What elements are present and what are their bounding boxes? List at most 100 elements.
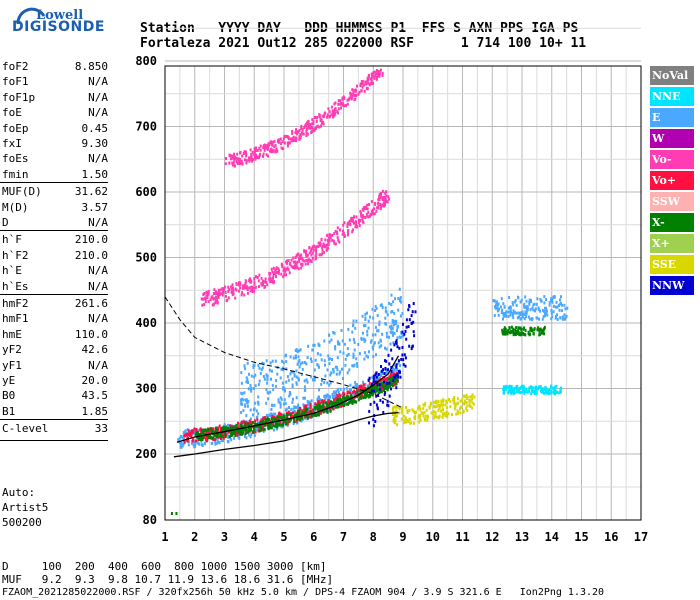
- echo-point: [516, 388, 518, 392]
- echo-point: [341, 393, 343, 397]
- echo-point: [259, 144, 262, 148]
- echo-point: [366, 311, 368, 315]
- echo-point: [252, 363, 255, 367]
- echo-point: [368, 393, 371, 397]
- echo-point: [348, 391, 351, 395]
- echo-point: [211, 295, 214, 299]
- echo-point: [550, 297, 553, 301]
- echo-point: [308, 126, 311, 130]
- echo-point: [560, 309, 563, 313]
- echo-point: [288, 394, 291, 398]
- echo-point: [401, 353, 404, 357]
- echo-point: [267, 397, 270, 401]
- echo-point: [327, 236, 330, 240]
- echo-point: [286, 259, 289, 263]
- echo-point: [504, 385, 507, 389]
- echo-point: [545, 298, 547, 301]
- echo-point: [343, 387, 345, 391]
- echo-point: [243, 150, 246, 154]
- echo-point: [392, 333, 394, 337]
- echo-point: [432, 400, 435, 404]
- echo-point: [347, 395, 350, 399]
- echo-point: [180, 445, 183, 449]
- echo-point: [231, 161, 234, 165]
- echo-point: [221, 287, 224, 291]
- echo-point: [339, 102, 342, 106]
- echo-point: [234, 296, 237, 300]
- echo-point: [185, 432, 188, 436]
- echo-point: [521, 332, 524, 335]
- echo-point: [394, 373, 397, 377]
- echo-point: [330, 113, 333, 117]
- echo-point: [354, 97, 357, 101]
- echo-point: [283, 135, 286, 139]
- echo-point: [518, 315, 520, 319]
- echo-point: [286, 266, 289, 270]
- echo-point: [253, 277, 256, 280]
- echo-point: [334, 101, 337, 105]
- echo-point: [390, 327, 393, 331]
- echo-point: [392, 417, 395, 421]
- echo-point: [288, 406, 290, 410]
- echo-point: [244, 282, 247, 286]
- param-value: N/A: [88, 264, 108, 278]
- echo-point: [341, 96, 344, 100]
- echo-point: [336, 356, 339, 360]
- echo-point: [349, 91, 352, 95]
- echo-point: [307, 401, 310, 405]
- echo-point: [278, 420, 281, 424]
- echo-point: [559, 389, 562, 393]
- echo-point: [270, 147, 272, 151]
- echo-point: [335, 402, 338, 406]
- echo-point: [543, 325, 546, 329]
- echo-point: [380, 303, 383, 307]
- echo-point: [326, 233, 329, 237]
- echo-point: [285, 422, 288, 426]
- echo-point: [190, 431, 193, 435]
- echo-point: [397, 359, 400, 363]
- echo-point: [354, 88, 357, 92]
- echo-point: [337, 405, 339, 409]
- echo-point: [375, 375, 378, 379]
- echo-point: [365, 392, 368, 396]
- echo-point: [535, 391, 538, 394]
- echo-point: [451, 413, 453, 417]
- echo-point: [372, 347, 375, 351]
- echo-point: [375, 77, 378, 81]
- echo-point: [397, 369, 400, 373]
- echo-point: [307, 124, 310, 127]
- echo-point: [393, 368, 396, 372]
- echo-point: [217, 288, 220, 292]
- echo-point: [294, 354, 297, 358]
- echo-point: [525, 315, 528, 319]
- echo-point: [371, 333, 374, 337]
- echo-point: [351, 88, 354, 92]
- echo-point: [264, 418, 267, 422]
- echo-point: [329, 407, 332, 411]
- echo-point: [559, 387, 562, 391]
- echo-point: [374, 202, 377, 205]
- echo-point: [311, 414, 313, 418]
- echo-point: [232, 425, 235, 429]
- echo-point: [241, 392, 244, 396]
- echo-point: [537, 387, 540, 391]
- echo-point: [437, 409, 440, 413]
- echo-point: [344, 397, 347, 401]
- echo-point: [563, 313, 566, 317]
- echo-point: [268, 418, 271, 422]
- echo-point: [406, 411, 409, 414]
- echo-point: [524, 390, 527, 394]
- echo-point: [347, 402, 350, 406]
- echo-point: [373, 341, 376, 345]
- echo-point: [354, 326, 357, 330]
- echo-point: [328, 110, 331, 114]
- echo-point: [331, 233, 334, 237]
- echo-point: [294, 405, 297, 409]
- echo-point: [395, 363, 398, 367]
- echo-point: [329, 114, 331, 118]
- echo-point: [445, 410, 448, 414]
- echo-point: [330, 371, 333, 375]
- echo-point: [380, 339, 382, 343]
- echo-point: [356, 362, 358, 366]
- echo-point: [295, 396, 298, 400]
